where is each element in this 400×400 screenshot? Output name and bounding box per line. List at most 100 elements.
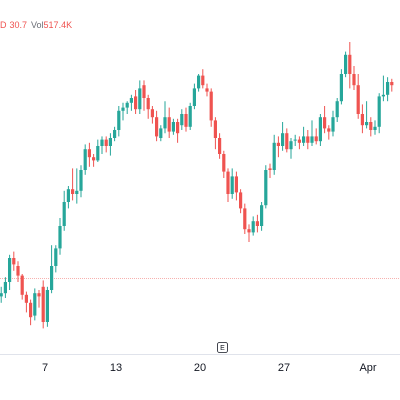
candle-body: [260, 205, 264, 226]
candle-body: [58, 226, 62, 249]
candle-body: [264, 170, 268, 206]
x-tick-label: 13: [110, 362, 122, 374]
candle-body: [222, 154, 226, 172]
candle-body: [41, 286, 45, 322]
candle-body: [163, 117, 167, 129]
x-tick-label: 7: [42, 362, 48, 374]
candle-body: [54, 248, 58, 266]
candle-body: [83, 149, 87, 170]
candle-body: [62, 202, 66, 226]
candle-body: [79, 170, 83, 191]
event-badge-label: E: [220, 345, 225, 352]
candle-body: [29, 302, 33, 318]
candle-body: [344, 54, 348, 74]
candle-body: [314, 136, 318, 142]
candle-body: [201, 75, 205, 86]
candle-body: [45, 290, 49, 322]
candle-body: [356, 85, 360, 114]
candle-body: [159, 128, 163, 138]
candle-body: [192, 88, 196, 106]
candle-body: [142, 85, 146, 98]
candle-body: [373, 126, 377, 130]
candle-body: [390, 82, 394, 86]
candle-body: [104, 139, 108, 146]
candle-body: [386, 82, 390, 95]
candle-body: [255, 221, 259, 226]
candle-body: [272, 142, 276, 170]
candle-body: [197, 75, 201, 89]
chart-legend: D 30.7 Vol517.4K: [0, 20, 72, 30]
legend-volume-label: Vol: [31, 20, 44, 30]
candle-body: [108, 138, 112, 146]
candle-body: [348, 54, 352, 74]
candle-body: [306, 136, 310, 143]
candle-body: [155, 117, 159, 137]
candle-body: [3, 282, 7, 294]
candle-body: [268, 168, 272, 170]
legend-close-value: 30.7: [9, 20, 28, 30]
candle-body: [327, 128, 331, 132]
x-tick-label: 20: [194, 362, 206, 374]
candle-body: [100, 139, 104, 146]
candle-body: [138, 88, 142, 110]
candle-body: [251, 221, 255, 233]
candle-body: [318, 117, 322, 142]
candle-body: [213, 120, 217, 138]
candle-body: [310, 136, 314, 143]
candle-body: [289, 141, 293, 150]
candle-body: [20, 275, 24, 295]
candle-body: [234, 176, 238, 193]
candle-body: [381, 94, 385, 97]
candle-body: [0, 293, 3, 297]
candle-body: [113, 130, 117, 138]
candle-body: [285, 133, 289, 150]
candle-body: [335, 101, 339, 118]
candle-body: [121, 107, 125, 111]
candle-body: [146, 98, 150, 110]
event-badge[interactable]: E: [217, 342, 228, 353]
candle-body: [12, 258, 16, 265]
candle-body: [87, 149, 91, 158]
candle-body: [66, 189, 70, 202]
candle-body: [218, 138, 222, 154]
candle-body: [230, 176, 234, 194]
candle-body: [360, 114, 364, 126]
candle-body: [243, 208, 247, 230]
candle-body: [276, 142, 280, 146]
x-tick-label: 27: [278, 362, 290, 374]
candle-body: [226, 171, 230, 194]
candle-body: [339, 74, 343, 102]
candle-body: [33, 293, 37, 316]
candle-body: [247, 229, 251, 233]
candle-body: [180, 114, 184, 126]
event-badge-box[interactable]: [217, 342, 228, 353]
candle-body: [75, 190, 79, 194]
legend-volume-value: 517.4K: [43, 20, 73, 30]
candle-body: [71, 189, 75, 194]
candle-body: [297, 139, 301, 143]
candle-body: [302, 136, 306, 143]
candle-body: [205, 88, 209, 92]
candle-body: [377, 96, 381, 127]
candle-body: [331, 117, 335, 132]
candle-body: [281, 133, 285, 146]
candle-body: [171, 122, 175, 132]
candle-body: [125, 102, 129, 108]
x-tick-label: Apr: [359, 362, 376, 374]
candle-body: [167, 117, 171, 132]
candle-body: [323, 117, 327, 129]
candle-body: [16, 266, 20, 276]
candle-body: [50, 266, 54, 290]
candle-body: [176, 122, 180, 134]
candle-body: [209, 91, 213, 121]
candles-layer: [0, 42, 394, 329]
candle-body: [8, 258, 12, 282]
candle-body: [365, 122, 369, 126]
candle-body: [37, 293, 41, 297]
candle-body: [150, 109, 154, 118]
time-axis: 7 13 20 27 Apr: [42, 362, 377, 374]
candle-body: [24, 294, 28, 303]
candle-body: [369, 122, 373, 130]
candle-body: [352, 74, 356, 86]
